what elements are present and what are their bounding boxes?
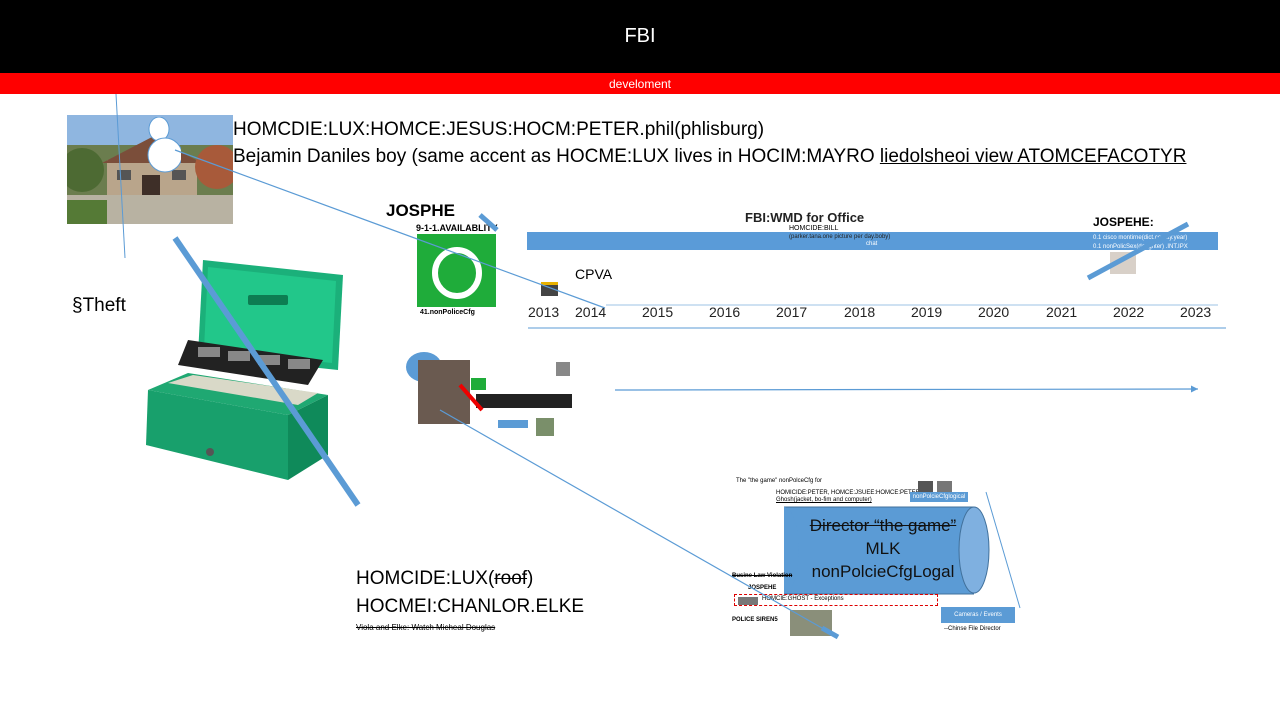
- cylinder-shape: [784, 506, 990, 595]
- year-label: 2017: [776, 304, 808, 320]
- slide-title: FBI: [0, 0, 1280, 73]
- house-photo-icon: [67, 115, 233, 224]
- collage-thumbnail: [406, 352, 582, 438]
- bottom-left-line-3: Viola and Elke: Watch Micheal Douglas: [356, 623, 496, 632]
- year-label: 2018: [844, 304, 876, 320]
- josphe-label: JOSPHE: [386, 201, 455, 220]
- timeline-bar: [527, 232, 1218, 250]
- cylinder-line-3: nonPolcieCfgLogal: [811, 562, 955, 581]
- homicide-line-1: HOMCDIE:LUX:HOMCE:JESUS:HOCM:PETER.phil(…: [233, 119, 765, 140]
- bottom-left-1a: HOMCIDE:LUX(: [356, 568, 495, 589]
- cross-out-line: [478, 213, 499, 232]
- cisco-line: 0.1 cisco montirne(dict.county.year): [1093, 235, 1188, 241]
- collage-green-box: [471, 378, 486, 390]
- bottom-left-1c: ): [527, 568, 534, 589]
- collage-photo: [536, 418, 554, 436]
- connector-line: [115, 93, 126, 259]
- exceptions-box: [734, 594, 938, 606]
- cross-out-line: [1086, 221, 1190, 281]
- game-badge: nonPolcieCfglogical: [910, 492, 968, 502]
- collage-road: [476, 394, 572, 408]
- game-ghosh-label: Ghosh(jacket, bo-fim and computer): [776, 497, 872, 503]
- jospehe-small-label: JOSPEHE: [748, 585, 777, 591]
- parker-line: (parker.tana.one picture per day.boby): [789, 234, 891, 240]
- busine-law-label: Busine Law Violation: [732, 573, 793, 579]
- nonpolice-cfg-label: 41.nonPoliceCfg: [420, 309, 475, 316]
- year-label: 2020: [978, 304, 1010, 320]
- green-o-box: [417, 234, 496, 307]
- year-label: 2014: [575, 304, 607, 320]
- year-label: 2016: [709, 304, 741, 320]
- ghost-exceptions-label: HOMCIE:GHOST - Exceptions: [762, 596, 844, 602]
- collage-blue: [498, 420, 528, 428]
- small-car-photo: [738, 597, 758, 605]
- year-label: 2023: [1180, 304, 1212, 320]
- cylinder-label: Director “the game” MLK nonPolcieCfgLoga…: [778, 514, 988, 583]
- letter-o-icon: [432, 247, 482, 299]
- bottom-left-1b: roof: [494, 568, 528, 589]
- connector-line: [439, 409, 837, 637]
- game-top-label: The "the game" nonPolceCfg for: [736, 478, 822, 484]
- game-face-1: [918, 481, 933, 493]
- year-label: 2013: [528, 304, 560, 320]
- connector-line: [174, 149, 606, 309]
- collage-face: [556, 362, 570, 376]
- year-label: 2021: [1046, 304, 1078, 320]
- game-face-2: [937, 481, 952, 493]
- year-label: 2015: [642, 304, 674, 320]
- cross-out-line: [172, 236, 361, 507]
- homicide-line-2a: Bejamin Daniles boy (same accent as HOCM…: [233, 146, 880, 167]
- cylinder-line-1: Director “the game”: [809, 516, 957, 535]
- homicide-line-2: Bejamin Daniles boy (same accent as HOCM…: [233, 146, 1186, 168]
- cross-out-line: [820, 625, 840, 640]
- availability-label: 9-1-1.AVAILABLITY: [416, 223, 498, 233]
- chat-label: chat: [866, 241, 878, 247]
- fbi-wmd-title: FBI:WMD for Office: [745, 210, 865, 225]
- person-silhouette-icon: [147, 117, 181, 173]
- connector-line: [985, 491, 1021, 609]
- year-label: 2019: [911, 304, 943, 320]
- house-photo: [67, 115, 233, 224]
- bottom-left-line-1: HOMCIDE:LUX(roof): [356, 568, 533, 590]
- cpva-label: CPVA: [575, 266, 613, 282]
- arrow-right-icon: [614, 385, 1199, 393]
- slide-subtitle: develoment: [0, 73, 1280, 94]
- jospehe-label: JOSPEHE:: [1093, 215, 1154, 229]
- police-sirens-label: POLICE SIREN5: [732, 617, 778, 623]
- blue-event-box: Cameras / Events: [941, 607, 1015, 623]
- game-names-label: HOMICIDE:PETER, HOMCE:JSUEE:HOMCE:PETER: [776, 490, 921, 496]
- theft-label: §Theft: [72, 295, 126, 316]
- collage-portrait: [418, 360, 470, 424]
- cylinder-line-2: MLK: [865, 539, 901, 558]
- red-accent-line: [458, 383, 484, 412]
- homicide-line-2b: liedolsheoi view ATOMCEFACOTYR: [879, 146, 1187, 167]
- cash-box-icon: [146, 260, 343, 480]
- year-label: 2022: [1113, 304, 1145, 320]
- year-axis: 2013 2014 2015 2016 2017 2018 2019 2020 …: [528, 304, 1228, 324]
- bottom-left-line-2: HOCMEI:CHANLOR.ELKE: [356, 596, 585, 617]
- chinese-file-label: --Chinse File Director: [944, 626, 1001, 632]
- homcide-bill-label: HOMCIDE:BILL: [789, 225, 839, 232]
